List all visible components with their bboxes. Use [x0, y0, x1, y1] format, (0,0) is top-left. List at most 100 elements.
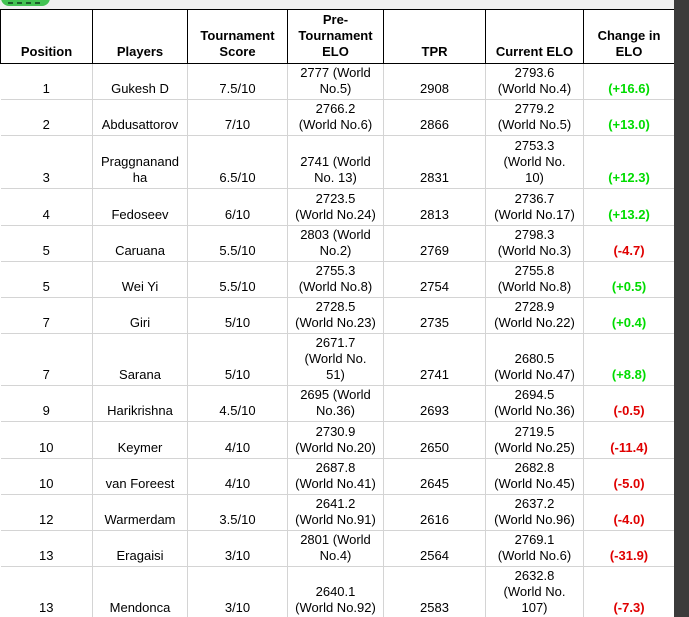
cell-pre-tournament-elo: 2755.3 (World No.8) [287, 261, 384, 298]
cell-pre-tournament-elo: 2641.2 (World No.91) [287, 494, 384, 531]
cell-tpr: 2583 [383, 566, 486, 617]
cell-current-elo: 2736.7 (World No.17) [485, 188, 584, 226]
cell-tournament-score: 4/10 [187, 458, 288, 495]
cell-tournament-score: 5.5/10 [187, 261, 288, 298]
column-header-position: Position [0, 9, 93, 64]
cell-pre-tournament-elo: 2741 (World No. 13) [287, 135, 384, 189]
cell-change-in-elo: (+0.5) [583, 261, 675, 298]
cell-current-elo: 2680.5 (World No.47) [485, 333, 584, 386]
cell-change-in-elo: (+16.6) [583, 63, 675, 100]
cell-position: 5 [0, 225, 93, 262]
cell-change-in-elo: (-11.4) [583, 421, 675, 459]
cell-position: 10 [0, 458, 93, 495]
cell-current-elo: 2753.3 (World No. 10) [485, 135, 584, 189]
cell-tpr: 2769 [383, 225, 486, 262]
table-row: 5 Wei Yi 5.5/10 2755.3 (World No.8) 2754… [0, 261, 675, 298]
cell-tpr: 2831 [383, 135, 486, 189]
cell-pre-tournament-elo: 2695 (World No.36) [287, 385, 384, 422]
cell-tpr: 2741 [383, 333, 486, 386]
cell-change-in-elo: (+8.8) [583, 333, 675, 386]
cell-tournament-score: 7/10 [187, 99, 288, 136]
cell-pre-tournament-elo: 2766.2 (World No.6) [287, 99, 384, 136]
cell-change-in-elo: (-0.5) [583, 385, 675, 422]
cell-tournament-score: 3.5/10 [187, 494, 288, 531]
cell-pre-tournament-elo: 2687.8 (World No.41) [287, 458, 384, 495]
cell-tournament-score: 5/10 [187, 333, 288, 386]
cell-current-elo: 2793.6 (World No.4) [485, 63, 584, 100]
cell-pre-tournament-elo: 2723.5 (World No.24) [287, 188, 384, 226]
column-header-change-elo: Change in ELO [583, 9, 675, 64]
table-row: 5 Caruana 5.5/10 2803 (World No.2) 2769 … [0, 225, 675, 262]
column-header-tpr: TPR [383, 9, 486, 64]
cell-pre-tournament-elo: 2777 (World No.5) [287, 63, 384, 100]
cell-player-name: Abdusattorov [92, 99, 188, 136]
cell-current-elo: 2755.8 (World No.8) [485, 261, 584, 298]
table-row: 13 Mendonca 3/10 2640.1 (World No.92) 25… [0, 566, 675, 617]
cell-player-name: Mendonca [92, 566, 188, 617]
cell-player-name: Harikrishna [92, 385, 188, 422]
cell-change-in-elo: (+13.0) [583, 99, 675, 136]
column-header-score: Tournament Score [187, 9, 288, 64]
cell-position: 1 [0, 63, 93, 100]
column-header-pre-elo: Pre- Tournament ELO [287, 9, 384, 64]
cell-tpr: 2616 [383, 494, 486, 531]
cell-player-name: Keymer [92, 421, 188, 459]
cell-current-elo: 2779.2 (World No.5) [485, 99, 584, 136]
table-row: 10 Keymer 4/10 2730.9 (World No.20) 2650… [0, 421, 675, 459]
cell-position: 7 [0, 297, 93, 334]
cell-tpr: 2754 [383, 261, 486, 298]
cell-change-in-elo: (-31.9) [583, 530, 675, 567]
cell-current-elo: 2728.9 (World No.22) [485, 297, 584, 334]
cell-position: 7 [0, 333, 93, 386]
column-header-current-elo: Current ELO [485, 9, 584, 64]
cell-player-name: Gukesh D [92, 63, 188, 100]
cell-pre-tournament-elo: 2728.5 (World No.23) [287, 297, 384, 334]
cell-tpr: 2564 [383, 530, 486, 567]
cell-tournament-score: 4/10 [187, 421, 288, 459]
table-row: 4 Fedoseev 6/10 2723.5 (World No.24) 281… [0, 188, 675, 226]
cell-current-elo: 2769.1 (World No.6) [485, 530, 584, 567]
cell-tournament-score: 5/10 [187, 297, 288, 334]
cell-position: 12 [0, 494, 93, 531]
cell-tpr: 2735 [383, 297, 486, 334]
right-edge-panel [674, 0, 689, 617]
table-row: 7 Giri 5/10 2728.5 (World No.23) 2735 27… [0, 297, 675, 334]
green-pill-badge[interactable] [1, 0, 50, 6]
cell-player-name: Praggnanand ha [92, 135, 188, 189]
cell-player-name: Warmerdam [92, 494, 188, 531]
cell-change-in-elo: (+0.4) [583, 297, 675, 334]
table-row: 3 Praggnanand ha 6.5/10 2741 (World No. … [0, 135, 675, 189]
cell-position: 10 [0, 421, 93, 459]
cell-tpr: 2866 [383, 99, 486, 136]
table-row: 9 Harikrishna 4.5/10 2695 (World No.36) … [0, 385, 675, 422]
cell-pre-tournament-elo: 2803 (World No.2) [287, 225, 384, 262]
cell-current-elo: 2694.5 (World No.36) [485, 385, 584, 422]
tournament-standings-table: Position Players Tournament Score Pre- T… [0, 9, 675, 617]
cell-tournament-score: 6/10 [187, 188, 288, 226]
cell-change-in-elo: (-7.3) [583, 566, 675, 617]
cell-change-in-elo: (-4.7) [583, 225, 675, 262]
cell-tpr: 2908 [383, 63, 486, 100]
cell-player-name: Giri [92, 297, 188, 334]
cell-tpr: 2650 [383, 421, 486, 459]
cell-tpr: 2813 [383, 188, 486, 226]
cell-player-name: Eragaisi [92, 530, 188, 567]
cell-player-name: Wei Yi [92, 261, 188, 298]
cell-player-name: van Foreest [92, 458, 188, 495]
cell-tournament-score: 3/10 [187, 530, 288, 567]
cell-current-elo: 2682.8 (World No.45) [485, 458, 584, 495]
cell-tournament-score: 7.5/10 [187, 63, 288, 100]
table-row: 10 van Foreest 4/10 2687.8 (World No.41)… [0, 458, 675, 495]
cell-position: 2 [0, 99, 93, 136]
cell-current-elo: 2798.3 (World No.3) [485, 225, 584, 262]
cell-tournament-score: 6.5/10 [187, 135, 288, 189]
table-row: 13 Eragaisi 3/10 2801 (World No.4) 2564 … [0, 530, 675, 567]
cell-change-in-elo: (-4.0) [583, 494, 675, 531]
cell-tournament-score: 4.5/10 [187, 385, 288, 422]
cell-player-name: Caruana [92, 225, 188, 262]
table-row: 12 Warmerdam 3.5/10 2641.2 (World No.91)… [0, 494, 675, 531]
cell-tournament-score: 5.5/10 [187, 225, 288, 262]
cell-position: 5 [0, 261, 93, 298]
table-row: 2 Abdusattorov 7/10 2766.2 (World No.6) … [0, 99, 675, 136]
